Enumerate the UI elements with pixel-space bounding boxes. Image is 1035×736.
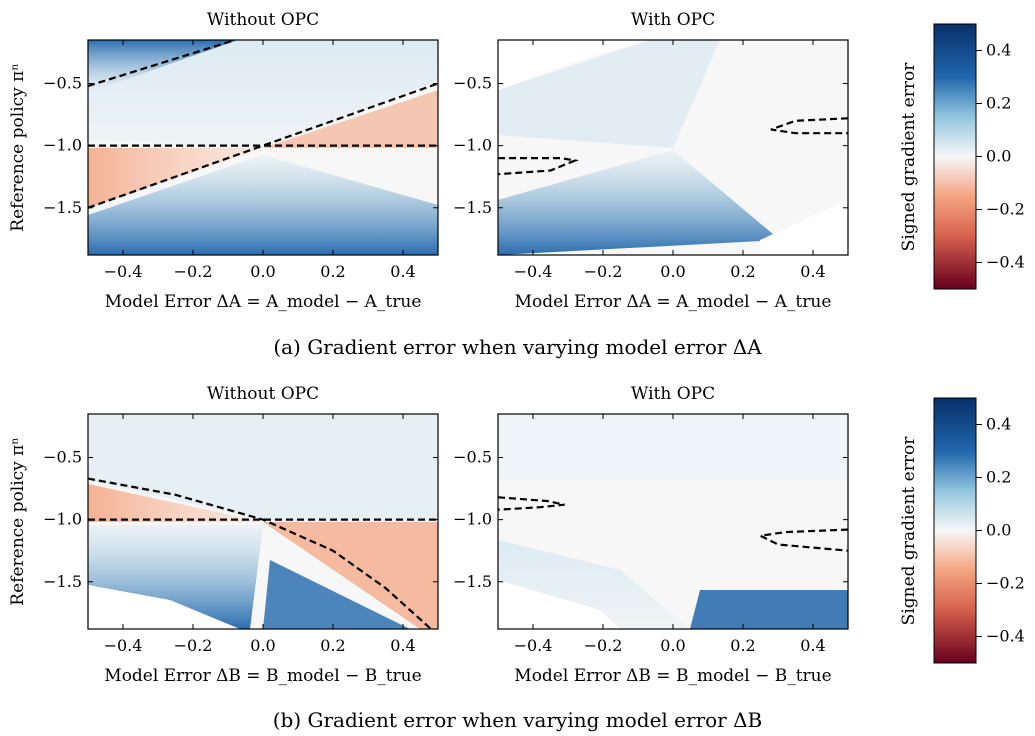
heatmap-region-blue	[690, 590, 848, 629]
x-tick-label: 0.0	[660, 262, 685, 281]
x-tick-label: −0.2	[174, 636, 213, 655]
colorbar-gradient	[933, 23, 977, 290]
x-tick-label: 0.0	[660, 636, 685, 655]
colorbar-a: 0.4 0.2 0.0 −0.2 −0.4 Signed gradient error	[899, 23, 1025, 290]
x-tick-label: 0.2	[320, 636, 345, 655]
heatmap-region-blank	[88, 585, 240, 629]
colorbar-b: 0.4 0.2 0.0 −0.2 −0.4 Signed gradient error	[899, 397, 1025, 664]
zero-contour-line	[87, 38, 236, 88]
x-tick-label: 0.4	[800, 636, 825, 655]
heatmap-region-blue	[498, 150, 780, 255]
panel-title: Without OPC	[207, 384, 319, 404]
axes-a-left: −0.4 −0.2 0.0 0.2 0.4 −0.5 −1.0 −1.5 Without OPC…	[8, 10, 439, 312]
x-tick-label: −0.2	[584, 636, 623, 655]
zero-contour-line	[87, 82, 439, 209]
panel-b-right	[498, 414, 848, 629]
x-tick-label: 0.4	[800, 262, 825, 281]
caption-a: (a) Gradient error when varying model er…	[273, 335, 762, 359]
colorbar-tick-label: 0.2	[986, 468, 1011, 487]
heatmap-region-red	[263, 90, 438, 148]
x-axis-label: Model Error ΔA = A_model − A_true	[105, 292, 422, 312]
x-tick-label: 0.4	[390, 262, 415, 281]
heatmap-region-blank	[498, 580, 620, 629]
heatmap-region-blank	[498, 40, 650, 90]
x-tick-label: 0.2	[320, 262, 345, 281]
heatmap-region-red	[88, 484, 263, 522]
y-axis-label: Reference policy πⁿ	[8, 437, 28, 605]
colorbar-tick-label: −0.2	[986, 200, 1025, 219]
panel-a-right	[498, 40, 848, 255]
colorbar-tick-label: 0.4	[986, 415, 1011, 434]
x-axis-label: Model Error ΔA = A_model − A_true	[515, 292, 832, 312]
x-tick-label: 0.4	[390, 636, 415, 655]
x-tick-label: −0.4	[104, 636, 143, 655]
y-tick-label: −0.5	[453, 447, 492, 466]
y-tick-label: −1.5	[453, 572, 492, 591]
axes-b-right: −0.4 −0.2 0.0 0.2 0.4 −0.5 −1.0 −1.5 With OPC Mod…	[453, 384, 849, 686]
x-tick-label: −0.4	[104, 262, 143, 281]
zero-contour-line	[770, 117, 849, 135]
heatmap-region-pale	[498, 40, 720, 148]
y-tick-label: −1.5	[43, 572, 82, 591]
axes-b-left: −0.4 −0.2 0.0 0.2 0.4 −0.5 −1.0 −1.5 Without OPC…	[8, 384, 439, 686]
colorbar-tick-label: 0.0	[986, 521, 1011, 540]
x-tick-label: 0.2	[730, 636, 755, 655]
y-tick-label: −1.0	[453, 510, 492, 529]
panel-title: Without OPC	[207, 10, 319, 30]
y-tick-label: −0.5	[43, 447, 82, 466]
x-tick-label: −0.2	[584, 262, 623, 281]
heatmap-region-red	[263, 522, 438, 629]
colorbar-label: Signed gradient error	[899, 62, 919, 252]
colorbar-tick-label: 0.2	[986, 94, 1011, 113]
heatmap-region-blank	[760, 200, 848, 255]
y-tick-label: −0.5	[453, 73, 492, 92]
caption-b: (b) Gradient error when varying model er…	[272, 708, 763, 732]
colorbar-tick-label: −0.4	[986, 627, 1025, 646]
zero-contour-line	[87, 477, 432, 630]
y-tick-label: −1.5	[43, 198, 82, 217]
x-axis-label: Model Error ΔB = B_model − B_true	[104, 666, 421, 686]
heatmap-region-blue	[88, 155, 438, 255]
panel-title: With OPC	[631, 384, 715, 404]
x-tick-label: 0.0	[250, 262, 275, 281]
heatmap-region-pale	[88, 40, 438, 148]
x-axis-label: Model Error ΔB = B_model − B_true	[514, 666, 831, 686]
colorbar-gradient	[933, 397, 977, 664]
y-tick-label: −1.0	[43, 136, 82, 155]
zero-contour-line	[497, 496, 565, 511]
colorbar-tick-label: 0.4	[986, 41, 1011, 60]
x-tick-label: −0.2	[174, 262, 213, 281]
y-axis-label: Reference policy πⁿ	[8, 63, 28, 231]
heatmap-region-pale	[498, 414, 848, 480]
panel-title: With OPC	[631, 10, 715, 30]
y-tick-label: −0.5	[43, 73, 82, 92]
x-tick-label: −0.4	[514, 262, 553, 281]
panel-b-left	[88, 414, 438, 629]
y-tick-label: −1.5	[453, 198, 492, 217]
colorbar-tick-label: 0.0	[986, 147, 1011, 166]
x-tick-label: 0.2	[730, 262, 755, 281]
heatmap-region-pale	[88, 414, 438, 520]
y-tick-label: −1.0	[43, 510, 82, 529]
axes-a-right: −0.4 −0.2 0.0 0.2 0.4 −0.5 −1.0 −1.5 With OPC Mod…	[453, 10, 849, 312]
panel-a-left	[88, 40, 438, 255]
x-tick-label: −0.4	[514, 636, 553, 655]
zero-contour-line	[497, 157, 579, 176]
colorbar-label: Signed gradient error	[899, 436, 919, 626]
x-tick-label: 0.0	[250, 636, 275, 655]
y-tick-label: −1.0	[453, 136, 492, 155]
colorbar-tick-label: −0.2	[986, 574, 1025, 593]
colorbar-tick-label: −0.4	[986, 253, 1025, 272]
heatmap-region-blue	[263, 560, 410, 629]
